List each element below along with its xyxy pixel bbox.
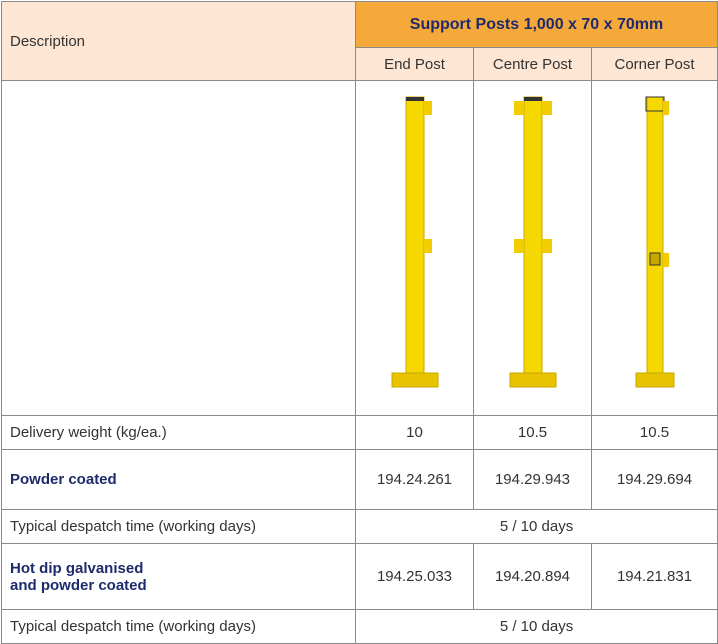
cell: 194.20.894: [473, 543, 592, 610]
cell: 194.29.943: [473, 449, 592, 510]
header-description: Description: [1, 1, 356, 81]
row-label: Hot dip galvanised and powder coated: [1, 543, 356, 610]
cell: 194.21.831: [590, 543, 718, 610]
cell: 10: [355, 415, 474, 450]
image-cell: [473, 80, 592, 416]
label-line: and powder coated: [10, 576, 147, 594]
row-label: Typical despatch time (working days): [1, 609, 356, 644]
end-post-image: [391, 96, 439, 388]
column-header: End Post: [355, 47, 474, 81]
row-label: Delivery weight (kg/ea.): [1, 415, 356, 450]
cell: 5 / 10 days: [354, 509, 718, 544]
centre-post-image: [509, 96, 557, 388]
image-cell: [590, 80, 718, 416]
empty-cell: [1, 80, 356, 416]
row-label: Powder coated: [1, 449, 356, 510]
image-cell: [355, 80, 474, 416]
label-line: Hot dip galvanised: [10, 559, 144, 577]
corner-post-image: [635, 96, 675, 388]
header-group: Support Posts 1,000 x 70 x 70mm: [354, 1, 718, 48]
cell: 194.29.694: [590, 449, 718, 510]
cell: 5 / 10 days: [354, 609, 718, 644]
cell: 194.24.261: [355, 449, 474, 510]
column-header: Corner Post: [590, 47, 718, 81]
cell: 194.25.033: [355, 543, 474, 610]
row-label: Typical despatch time (working days): [1, 509, 356, 544]
cell: 10.5: [473, 415, 592, 450]
column-header: Centre Post: [473, 47, 592, 81]
cell: 10.5: [590, 415, 718, 450]
